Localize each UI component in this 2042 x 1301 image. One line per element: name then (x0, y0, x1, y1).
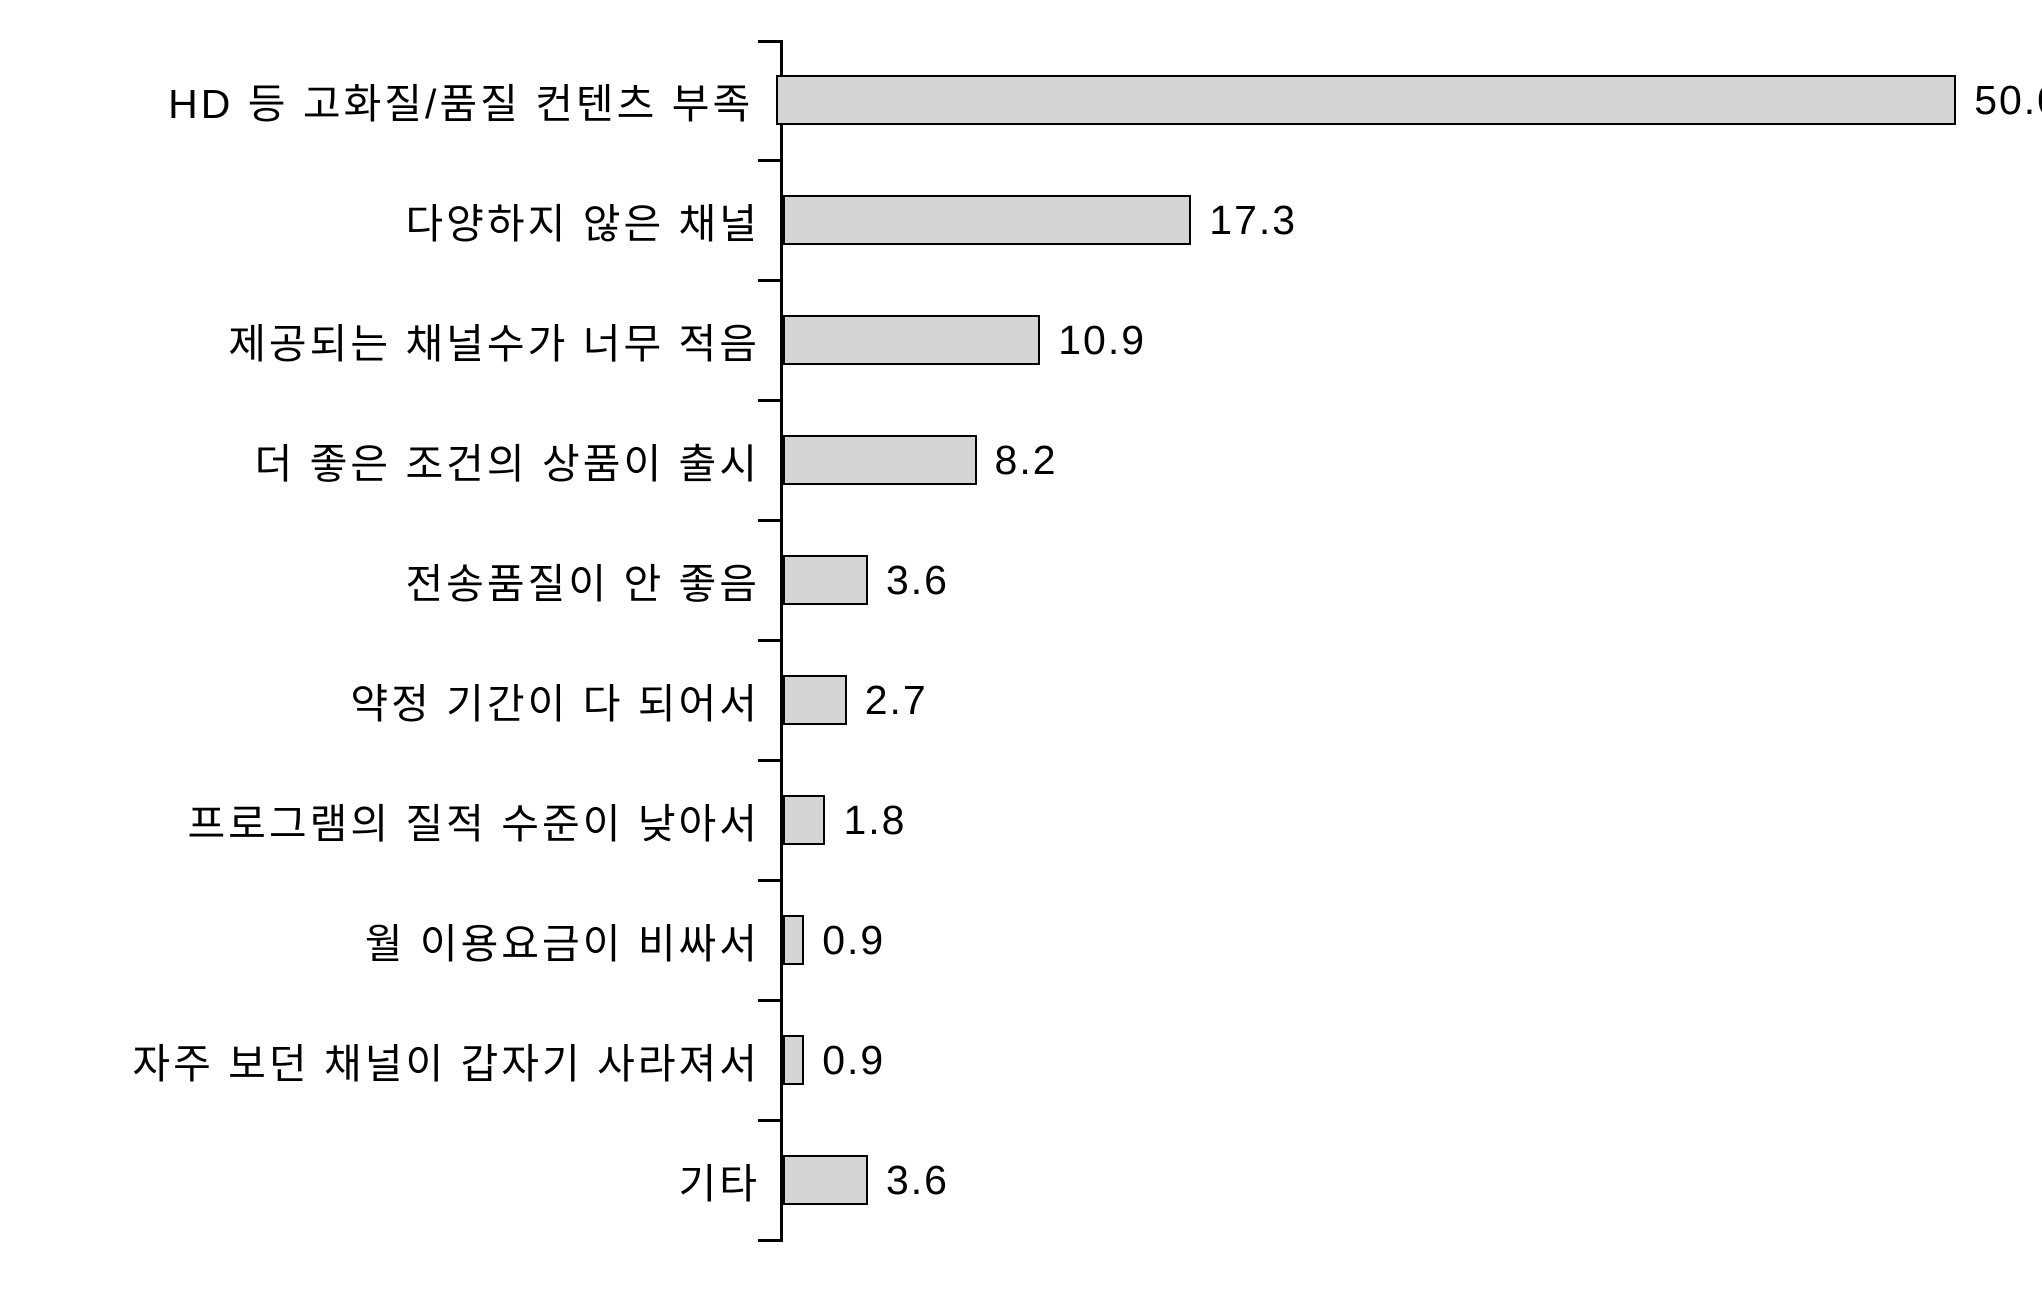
category-label: 더 좋은 조건의 상품이 출시 (20, 430, 780, 490)
bar-area: 10.9 (780, 315, 2042, 365)
chart-row: 다양하지 않은 채널 17.3 (20, 160, 2042, 280)
bar-area: 17.3 (780, 195, 2042, 245)
value-label: 17.3 (1209, 197, 1297, 244)
axis-tick (758, 40, 783, 43)
bar (783, 675, 847, 725)
category-label: 기타 (20, 1150, 780, 1210)
bar-area: 1.8 (780, 795, 2042, 845)
bar (783, 795, 825, 845)
bar-area: 0.9 (780, 915, 2042, 965)
bar-area: 0.9 (780, 1035, 2042, 1085)
category-label: 프로그램의 질적 수준이 낮아서 (20, 790, 780, 850)
bar (783, 555, 868, 605)
chart-row: 자주 보던 채널이 갑자기 사라져서 0.9 (20, 1000, 2042, 1120)
category-label: 월 이용요금이 비싸서 (20, 910, 780, 970)
bar-area: 8.2 (780, 435, 2042, 485)
value-label: 3.6 (886, 557, 949, 604)
axis-tick (758, 399, 783, 402)
value-label: 3.6 (886, 1157, 949, 1204)
chart-row: 약정 기간이 다 되어서 2.7 (20, 640, 2042, 760)
value-label: 1.8 (843, 797, 906, 844)
bar (783, 195, 1191, 245)
bar (776, 75, 1956, 125)
value-label: 2.7 (865, 677, 928, 724)
bar-area: 50.0 (773, 75, 2042, 125)
horizontal-bar-chart: HD 등 고화질/품질 컨텐츠 부족 50.0 다양하지 않은 채널 17.3 제공되는… (20, 20, 2042, 1281)
chart-row: 프로그램의 질적 수준이 낮아서 1.8 (20, 760, 2042, 880)
bar-area: 3.6 (780, 1155, 2042, 1205)
bar (783, 1155, 868, 1205)
bar (783, 915, 804, 965)
value-label: 8.2 (995, 437, 1058, 484)
axis-tick (758, 639, 783, 642)
value-label: 50.0 (1974, 77, 2042, 124)
chart-row: 월 이용요금이 비싸서 0.9 (20, 880, 2042, 1000)
bar (783, 435, 977, 485)
category-label: 전송품질이 안 좋음 (20, 550, 780, 610)
chart-row: 더 좋은 조건의 상품이 출시 8.2 (20, 400, 2042, 520)
bar (783, 1035, 804, 1085)
category-label: 다양하지 않은 채널 (20, 190, 780, 250)
category-label: 자주 보던 채널이 갑자기 사라져서 (20, 1030, 780, 1090)
axis-tick (758, 759, 783, 762)
axis-tick (758, 159, 783, 162)
axis-tick (758, 519, 783, 522)
bar-area: 3.6 (780, 555, 2042, 605)
category-label: 제공되는 채널수가 너무 적음 (20, 310, 780, 370)
axis-tick (758, 279, 783, 282)
chart-row: 제공되는 채널수가 너무 적음 10.9 (20, 280, 2042, 400)
value-label: 0.9 (822, 917, 885, 964)
axis-tick (758, 999, 783, 1002)
axis-tick (758, 1239, 783, 1242)
chart-row: HD 등 고화질/품질 컨텐츠 부족 50.0 (20, 40, 2042, 160)
category-label: HD 등 고화질/품질 컨텐츠 부족 (20, 70, 773, 130)
category-label: 약정 기간이 다 되어서 (20, 670, 780, 730)
axis-tick (758, 1119, 783, 1122)
chart-rows: HD 등 고화질/품질 컨텐츠 부족 50.0 다양하지 않은 채널 17.3 제공되는… (20, 20, 2042, 1220)
bar (783, 315, 1040, 365)
value-label: 10.9 (1058, 317, 1146, 364)
value-label: 0.9 (822, 1037, 885, 1084)
chart-row: 기타 3.6 (20, 1120, 2042, 1240)
bar-area: 2.7 (780, 675, 2042, 725)
chart-row: 전송품질이 안 좋음 3.6 (20, 520, 2042, 640)
axis-tick (758, 879, 783, 882)
